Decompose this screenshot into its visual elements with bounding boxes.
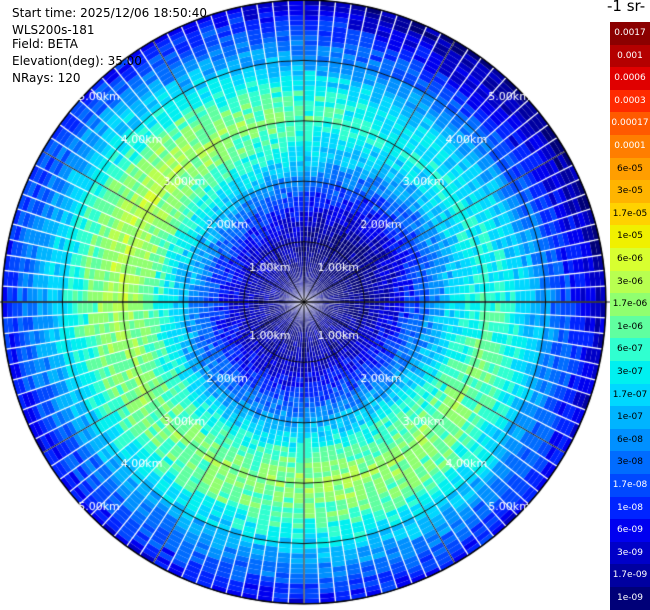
colorbar-tick-2: 0.0006	[610, 67, 650, 90]
colorbar-tick-17: 1e-07	[610, 406, 650, 429]
colorbar-tick-7: 3e-05	[610, 180, 650, 203]
colorbar-tick-8: 1.7e-05	[610, 202, 650, 226]
start-time-label: Start time: 2025/12/06 18:50:40	[12, 6, 207, 20]
elevation-label: Elevation(deg): 35.00	[12, 54, 142, 68]
colorbar-tick-25: 1e-09	[610, 587, 650, 610]
field-label: Field: BETA	[12, 37, 78, 51]
nrays-label: NRays: 120	[12, 71, 81, 85]
colorbar-tick-21: 1e-08	[610, 496, 650, 520]
colorbar-tick-5: 0.0001	[610, 135, 650, 158]
colorbar-tick-10: 6e-06	[610, 248, 650, 271]
instrument-label: WLS200s-181	[12, 23, 95, 37]
colorbar-tick-22: 6e-09	[610, 519, 650, 542]
colorbar-tick-0: 0.0017	[610, 22, 650, 45]
colorbar-tick-24: 1.7e-09	[610, 564, 650, 587]
colorbar-tick-13: 1e-06	[610, 315, 650, 339]
colorbar-tick-15: 3e-07	[610, 361, 650, 384]
colorbar-tick-20: 1.7e-08	[610, 474, 650, 497]
colorbar-tick-19: 3e-08	[610, 451, 650, 474]
colorbar-tick-4: 0.00017	[610, 112, 650, 135]
colorbar-tick-23: 3e-09	[610, 541, 650, 565]
colorbar-tick-16: 1.7e-07	[610, 383, 650, 407]
colorbar-tick-14: 6e-07	[610, 338, 650, 361]
colorbar-unit-label: -1 sr-	[607, 0, 646, 15]
colorbar-tick-18: 6e-08	[610, 428, 650, 452]
colorbar-tick-11: 3e-06	[610, 270, 650, 294]
colorbar-tick-1: 0.001	[610, 44, 650, 68]
colorbar-tick-12: 1.7e-06	[610, 293, 650, 316]
colorbar-tick-9: 1e-05	[610, 225, 650, 248]
colorbar-tick-6: 6e-05	[610, 157, 650, 181]
colorbar-tick-3: 0.0003	[610, 89, 650, 113]
